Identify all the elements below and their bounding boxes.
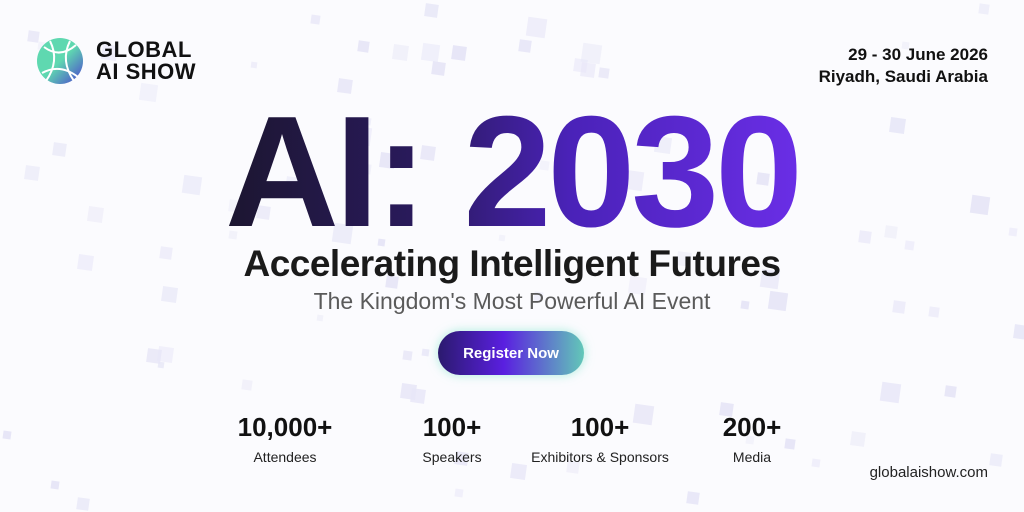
decorative-square	[784, 438, 796, 450]
decorative-square	[2, 430, 12, 440]
decorative-square	[525, 16, 548, 39]
decorative-square	[849, 430, 866, 447]
stat-exhibitors: 100+ Exhibitors & Sponsors	[531, 411, 669, 465]
decorative-square	[989, 452, 1004, 467]
event-dates: 29 - 30 June 2026	[848, 45, 988, 64]
tagline: The Kingdom's Most Powerful AI Event	[313, 288, 711, 314]
decorative-square	[685, 491, 700, 505]
subtitle: Accelerating Intelligent Futures	[243, 243, 781, 284]
decorative-square	[579, 62, 596, 79]
logo: GLOBAL AI SHOW	[36, 37, 196, 85]
decorative-square	[399, 383, 417, 401]
stat-speakers: 100+ Speakers	[422, 411, 481, 465]
stat-label: Speakers	[422, 449, 482, 465]
decorative-square	[421, 348, 430, 356]
brand-name-line1: GLOBAL	[96, 37, 192, 62]
decorative-square	[250, 62, 258, 70]
stat-value: 100+	[422, 412, 482, 442]
event-location: Riyadh, Saudi Arabia	[818, 67, 988, 86]
stat-value: 100+	[570, 412, 630, 442]
decorative-square	[50, 480, 61, 490]
decorative-square	[450, 44, 467, 61]
stat-label: Attendees	[253, 449, 317, 465]
decorative-square	[316, 314, 324, 322]
decorative-square	[76, 497, 91, 511]
stat-label: Exhibitors & Sponsors	[531, 449, 669, 465]
decorative-square	[145, 348, 163, 365]
decorative-square	[357, 40, 371, 53]
decorative-square	[454, 488, 464, 498]
stat-label: Media	[732, 449, 772, 465]
decorative-square	[811, 458, 821, 468]
decorative-square	[1012, 324, 1024, 340]
globe-logo-icon	[37, 38, 83, 84]
decorative-square	[402, 350, 413, 361]
decorative-square	[879, 381, 902, 403]
decorative-square	[509, 463, 528, 481]
stat-value: 10,000+	[237, 412, 333, 442]
headline-text: AI: 2030	[224, 84, 803, 260]
brand-name-line2: AI SHOW	[96, 59, 197, 84]
decorative-square	[420, 42, 441, 63]
register-now-button[interactable]: Register Now	[438, 331, 584, 375]
decorative-square	[392, 43, 409, 61]
stat-media: 200+ Media	[723, 411, 782, 465]
stat-value: 200+	[722, 412, 782, 442]
decorative-square	[517, 39, 532, 54]
stat-attendees: 10,000+ Attendees	[238, 411, 333, 465]
headline: AI: 2030	[0, 92, 1024, 252]
decorative-square	[598, 66, 610, 79]
website-link[interactable]: globalaishow.com	[869, 464, 988, 481]
decorative-square	[580, 42, 602, 64]
decorative-square	[423, 3, 439, 18]
decorative-square	[943, 385, 957, 398]
decorative-square	[310, 14, 321, 25]
decorative-square	[978, 2, 990, 14]
decorative-square	[241, 379, 253, 391]
decorative-square	[430, 60, 446, 76]
event-info: 29 - 30 June 2026 Riyadh, Saudi Arabia	[819, 44, 988, 88]
